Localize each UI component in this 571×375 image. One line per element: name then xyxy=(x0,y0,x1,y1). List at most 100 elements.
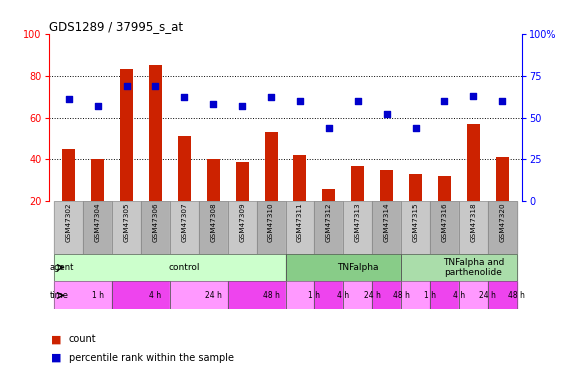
Bar xyxy=(256,201,286,254)
Text: GSM47315: GSM47315 xyxy=(412,202,419,242)
Point xyxy=(151,83,160,89)
Bar xyxy=(54,282,112,309)
Bar xyxy=(459,201,488,254)
Bar xyxy=(112,201,141,254)
Bar xyxy=(54,282,112,309)
Bar xyxy=(112,201,141,254)
Text: 1 h: 1 h xyxy=(92,291,104,300)
Bar xyxy=(293,155,307,243)
Bar xyxy=(207,159,220,243)
Bar xyxy=(343,201,372,254)
Bar xyxy=(91,159,104,243)
Point xyxy=(64,96,73,102)
Text: TNFalpha and
parthenolide: TNFalpha and parthenolide xyxy=(443,258,504,277)
Bar xyxy=(178,136,191,243)
Bar xyxy=(409,174,422,243)
Point xyxy=(382,111,391,117)
Text: GSM47302: GSM47302 xyxy=(66,202,72,242)
Bar xyxy=(83,201,112,254)
Text: GSM47318: GSM47318 xyxy=(471,202,476,242)
Text: GSM47305: GSM47305 xyxy=(123,202,130,242)
Point xyxy=(180,94,189,100)
Bar xyxy=(401,282,430,309)
Text: GSM47312: GSM47312 xyxy=(326,202,332,242)
Bar xyxy=(54,254,286,282)
Bar xyxy=(149,65,162,243)
Text: GSM47307: GSM47307 xyxy=(182,202,187,242)
Bar xyxy=(343,282,372,309)
Bar xyxy=(401,254,517,282)
Bar xyxy=(315,201,343,254)
Text: agent: agent xyxy=(50,263,74,272)
Bar xyxy=(112,282,170,309)
Point xyxy=(122,83,131,89)
Bar xyxy=(199,201,228,254)
Point xyxy=(498,98,507,104)
Text: GSM47311: GSM47311 xyxy=(297,202,303,242)
Point xyxy=(324,124,333,130)
Bar xyxy=(62,149,75,243)
Bar xyxy=(343,282,372,309)
Bar xyxy=(54,201,83,254)
Text: 24 h: 24 h xyxy=(364,291,381,300)
Bar xyxy=(351,166,364,243)
Point xyxy=(238,103,247,109)
Bar xyxy=(401,201,430,254)
Text: 24 h: 24 h xyxy=(479,291,496,300)
Bar xyxy=(372,282,401,309)
Bar xyxy=(54,201,83,254)
Text: 4 h: 4 h xyxy=(150,291,162,300)
Text: ■: ■ xyxy=(51,334,62,344)
Point xyxy=(93,103,102,109)
Bar xyxy=(343,201,372,254)
Bar xyxy=(286,201,315,254)
Text: 4 h: 4 h xyxy=(337,291,349,300)
Point xyxy=(353,98,363,104)
Bar xyxy=(199,201,228,254)
Text: 1 h: 1 h xyxy=(308,291,320,300)
Bar xyxy=(467,124,480,243)
Bar xyxy=(286,201,315,254)
Text: 48 h: 48 h xyxy=(263,291,279,300)
Text: GSM47310: GSM47310 xyxy=(268,202,274,242)
Bar xyxy=(401,282,430,309)
Bar xyxy=(430,201,459,254)
Text: GSM47314: GSM47314 xyxy=(384,202,389,242)
Bar xyxy=(496,158,509,243)
Text: GSM47304: GSM47304 xyxy=(95,202,100,242)
Bar xyxy=(228,201,256,254)
Point xyxy=(469,93,478,99)
Bar xyxy=(112,282,170,309)
Bar xyxy=(315,282,343,309)
Bar xyxy=(401,201,430,254)
Text: GSM47306: GSM47306 xyxy=(152,202,159,242)
Bar xyxy=(430,282,459,309)
Bar xyxy=(459,282,488,309)
Text: 48 h: 48 h xyxy=(393,291,409,300)
Bar xyxy=(141,201,170,254)
Text: time: time xyxy=(50,291,69,300)
Bar xyxy=(430,201,459,254)
Bar xyxy=(372,282,401,309)
Text: 48 h: 48 h xyxy=(508,291,525,300)
Text: GSM47308: GSM47308 xyxy=(210,202,216,242)
Point xyxy=(411,124,420,130)
Bar xyxy=(438,176,451,243)
Bar xyxy=(488,201,517,254)
Text: ■: ■ xyxy=(51,353,62,363)
Bar xyxy=(83,201,112,254)
Bar xyxy=(170,201,199,254)
Bar xyxy=(170,282,228,309)
Bar xyxy=(256,201,286,254)
Bar xyxy=(286,254,401,282)
Point xyxy=(440,98,449,104)
Text: control: control xyxy=(168,263,200,272)
Bar xyxy=(228,282,286,309)
Bar xyxy=(170,201,199,254)
Bar xyxy=(286,254,401,282)
Text: TNFalpha: TNFalpha xyxy=(337,263,379,272)
Bar xyxy=(264,132,278,243)
Text: 24 h: 24 h xyxy=(205,291,222,300)
Bar xyxy=(380,170,393,243)
Bar xyxy=(430,282,459,309)
